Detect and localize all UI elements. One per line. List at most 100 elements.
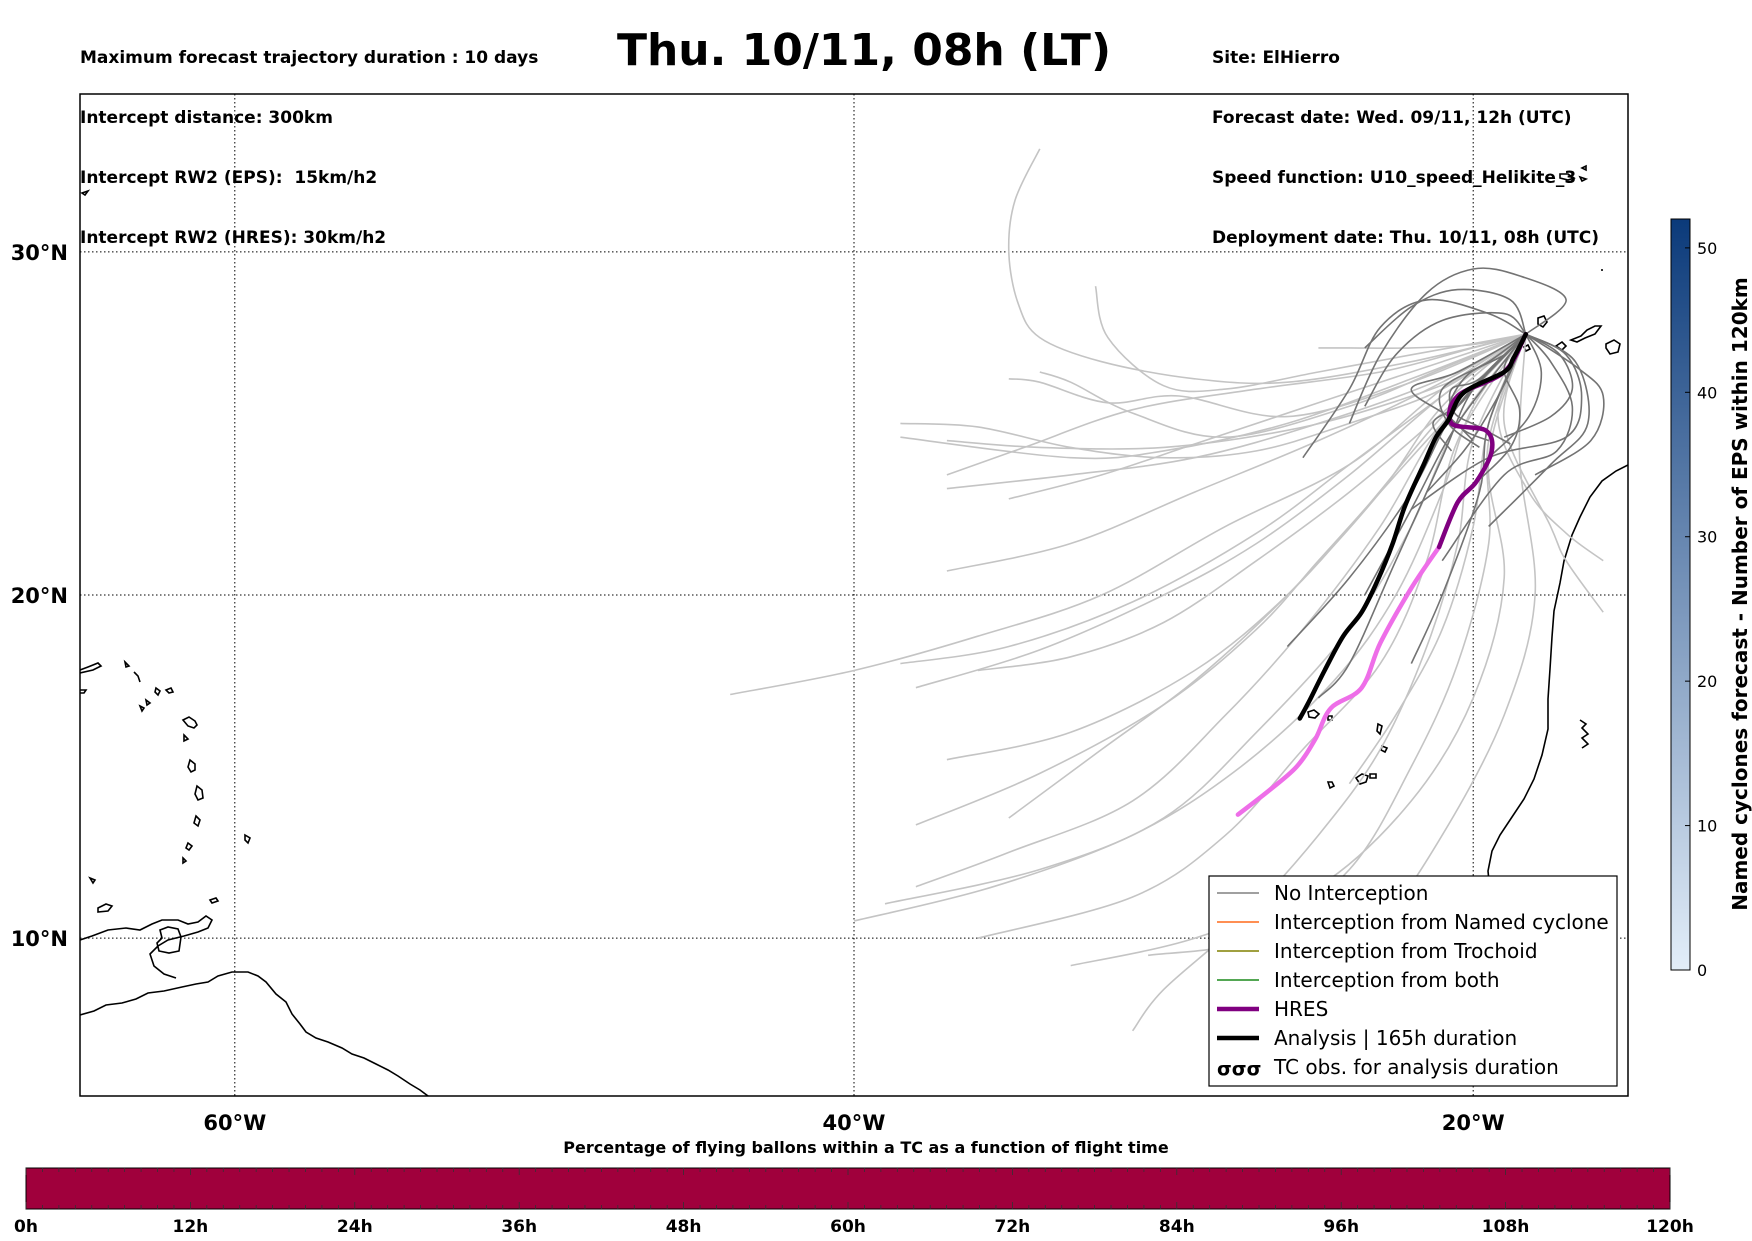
eps-track-light	[915, 333, 1527, 826]
eps-track-no-interception	[1438, 333, 1527, 449]
lon-label: 40°W	[823, 1111, 886, 1135]
analysis-track	[1297, 331, 1529, 721]
colorbar-tick-label: 50	[1697, 239, 1717, 258]
coast-tobago	[208, 897, 220, 904]
coast-martinique	[181, 716, 198, 743]
eps-track-light	[900, 333, 1527, 460]
lat-label: 10°N	[11, 927, 68, 951]
lat-label: 30°N	[11, 241, 68, 265]
coast-trinidad	[156, 926, 182, 954]
trajectories	[730, 148, 1605, 1032]
eps-track-no-interception	[1488, 333, 1543, 459]
coast-cape-verde-1	[1307, 709, 1321, 719]
flight-time-tick-label: 36h	[501, 1217, 537, 1237]
eps-track-light	[900, 333, 1527, 665]
info-left: Maximum forecast trajectory duration : 1…	[80, 8, 538, 268]
legend-items: No Interception Interception from Named c…	[1217, 881, 1609, 1080]
legend: No Interception Interception from Named c…	[1208, 875, 1618, 1087]
eps-track-no-interception	[1472, 333, 1527, 486]
eps-track-light	[853, 333, 1527, 922]
eps-track-light	[946, 333, 1527, 572]
coast-west-africa	[1487, 464, 1628, 936]
flight-time-tick-label: 0h	[14, 1217, 38, 1237]
coast-virgin-islands	[80, 689, 88, 694]
coast-aruba	[88, 876, 97, 885]
info-left-line: Intercept distance: 300km	[80, 108, 333, 128]
eps-track-no-interception	[1410, 333, 1583, 510]
info-right-line: Speed function: U10_speed_Helikite_3	[1212, 168, 1577, 188]
coast-small-island	[80, 189, 91, 197]
coast-margarita	[97, 903, 114, 913]
coast-canary-3	[1568, 325, 1603, 343]
legend-label: Interception from Named cyclone	[1274, 910, 1609, 934]
flight-time-tick-label: 12h	[173, 1217, 209, 1237]
coast-barbados	[244, 833, 251, 845]
info-right-line: Site: ElHierro	[1212, 48, 1340, 68]
tc-obs-icon: σσσ	[1217, 1058, 1261, 1080]
colorbar-tick-label: 10	[1697, 817, 1717, 836]
coast-guadeloupe	[138, 686, 175, 713]
map-frame	[79, 93, 1629, 1097]
legend-label: Analysis | 165h duration	[1274, 1026, 1517, 1050]
eps-track-light	[1131, 333, 1527, 1032]
info-left-line: Intercept RW2 (EPS): 15km/h2	[80, 168, 378, 188]
eps-track-no-interception	[1488, 333, 1590, 527]
coast-island	[123, 659, 152, 707]
colorbar-ticks: 0 10 20 30 40 50	[1685, 239, 1717, 980]
eps-track-no-interception	[1302, 298, 1527, 459]
coast-senegal-detail	[1579, 719, 1590, 749]
legend-box	[1208, 875, 1618, 1087]
colorbar-tick-label: 0	[1697, 961, 1707, 980]
flight-time-tick-label: 60h	[830, 1217, 866, 1237]
flight-time-bar: Percentage of flying ballons within a TC…	[14, 1138, 1694, 1237]
lon-label: 60°W	[203, 1111, 266, 1135]
flight-time-tick-label: 24h	[337, 1217, 373, 1237]
flight-time-tick-label: 120h	[1646, 1217, 1694, 1237]
flight-time-tick-label: 48h	[666, 1217, 702, 1237]
info-right-line: Deployment date: Thu. 10/11, 08h (UTC)	[1212, 228, 1599, 248]
eps-track-light	[1007, 148, 1526, 385]
eps-track-light	[946, 333, 1527, 761]
coast-dominica	[187, 758, 196, 774]
axis-ticks: 30°N 20°N 10°N 60°W 40°W 20°W	[11, 241, 1505, 1135]
eps-track-no-interception	[1348, 267, 1567, 424]
coast-cape-verde-7	[1326, 781, 1336, 790]
flight-time-tick-label: 96h	[1323, 1217, 1359, 1237]
coast-st-lucia	[194, 784, 204, 802]
hres-track-light	[1235, 544, 1442, 817]
eps-track-light	[915, 333, 1527, 888]
eps-track-no-interception	[1364, 311, 1527, 407]
eps-track-light	[946, 333, 1527, 490]
title-text: Thu. 10/11, 08h (LT)	[616, 25, 1112, 76]
colorbar-label: Named cyclones forecast - Number of EPS …	[1728, 277, 1752, 911]
eps-track-light	[1008, 333, 1527, 418]
legend-label: HRES	[1274, 997, 1328, 1021]
coast-cape-verde-6	[1369, 773, 1377, 779]
flight-time-tick-label: 108h	[1482, 1217, 1530, 1237]
legend-label: TC obs. for analysis duration	[1273, 1055, 1559, 1079]
legend-label: Interception from Trochoid	[1274, 939, 1538, 963]
eps-track-light	[1008, 333, 1527, 500]
eps-track-light	[1318, 333, 1526, 349]
graticule	[80, 94, 1628, 1096]
eps-track-light	[730, 333, 1527, 696]
eps-track-no-interception	[1525, 333, 1605, 476]
colorbar-strip	[1670, 218, 1691, 971]
lon-label: 20°W	[1442, 1111, 1505, 1135]
lat-label: 20°N	[11, 584, 68, 608]
eps-track-no-interception	[1441, 333, 1574, 562]
eps-track-light	[884, 333, 1527, 905]
coast-south-america	[80, 971, 430, 1096]
info-right: Site: ElHierro Forecast date: Wed. 09/11…	[1212, 8, 1599, 268]
flight-time-bar-title: Percentage of flying ballons within a TC…	[563, 1138, 1169, 1157]
colorbar: 0 10 20 30 40 50 Named cyclones forecast - Nu…	[1670, 218, 1752, 980]
flight-time-tick-label: 84h	[1159, 1217, 1195, 1237]
coast-grenada	[182, 841, 194, 865]
coast-venezuela-north	[80, 915, 214, 979]
info-left-line: Intercept RW2 (HRES): 30km/h2	[80, 228, 387, 248]
eps-track-no-interception	[1503, 333, 1574, 438]
legend-label: No Interception	[1274, 881, 1428, 905]
flight-time-ticks: 0h 12h 24h 36h 48h 60h 72h 84h 96h 108h 120h	[14, 1168, 1694, 1237]
colorbar-tick-label: 40	[1697, 383, 1717, 402]
